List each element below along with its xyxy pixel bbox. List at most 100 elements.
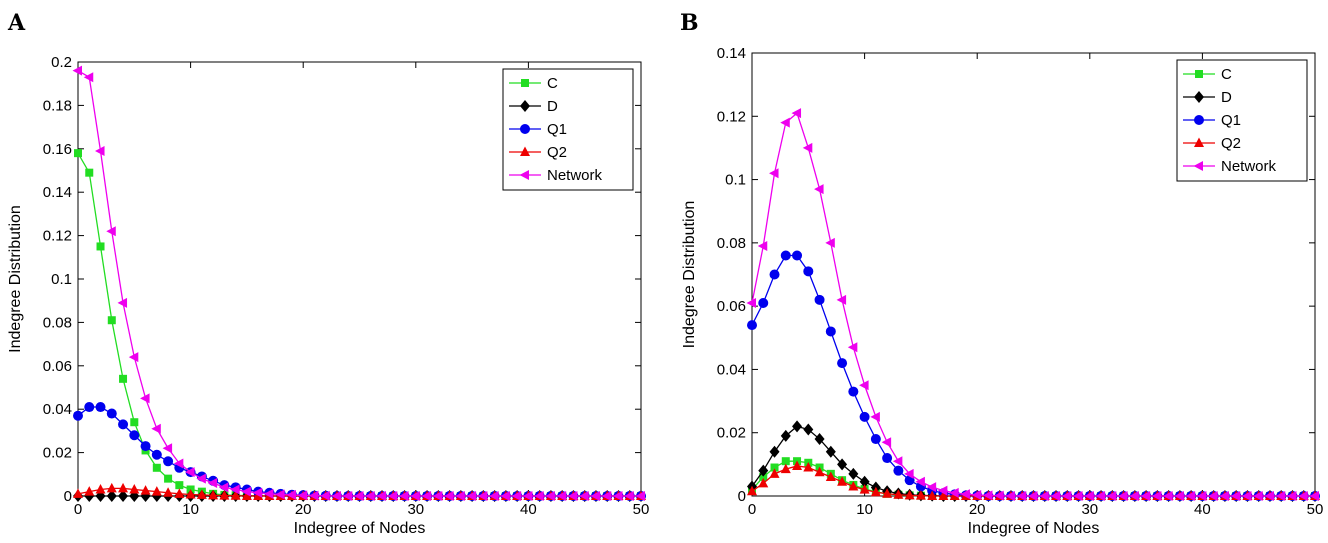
data-point-network	[455, 491, 465, 501]
y-tick-label: 0.14	[43, 184, 72, 201]
data-point-network	[1163, 491, 1173, 501]
data-point-network	[825, 237, 835, 248]
data-point-network	[870, 411, 880, 422]
data-point-network	[1286, 491, 1297, 501]
data-point-network	[1106, 491, 1117, 501]
data-point-network	[387, 491, 398, 501]
data-point-q1	[882, 453, 893, 464]
data-point-network	[1118, 491, 1128, 501]
data-point-network	[791, 108, 802, 119]
legend-label-network: Network	[547, 167, 603, 184]
data-point-q2	[118, 482, 129, 493]
panel-letter-a: A	[7, 10, 26, 36]
data-point-network	[432, 491, 443, 501]
data-point-network	[162, 443, 173, 454]
y-tick-label: 0.16	[43, 141, 72, 158]
data-point-q2	[859, 484, 870, 494]
data-point-network	[1005, 491, 1015, 501]
legend-label-d: D	[1221, 89, 1232, 106]
chart-panel-a: A 0 10 20 30 40 50 0 0.02 0.04 0.06 0.08 0.1 0.12 0.1…	[7, 10, 649, 537]
data-point-network	[590, 491, 600, 501]
data-point-q1	[769, 269, 780, 280]
data-point-network	[466, 491, 477, 501]
data-point-network	[769, 168, 779, 179]
data-point-network	[376, 491, 387, 501]
x-tick-label: 30	[1081, 501, 1098, 518]
data-point-q2	[927, 490, 938, 500]
data-point-network	[72, 65, 82, 76]
data-point-network	[1241, 491, 1252, 501]
y-tick-label: 0.14	[717, 45, 746, 62]
data-point-q1	[837, 358, 848, 369]
data-point-network	[1084, 491, 1094, 501]
y-tick-label: 0.1	[51, 271, 72, 288]
y-tick-label: 0	[738, 488, 746, 505]
data-point-network	[500, 491, 510, 501]
data-point-network	[241, 486, 251, 497]
data-point-d	[758, 464, 769, 477]
data-point-c	[96, 242, 105, 251]
data-point-q1	[803, 266, 814, 277]
data-point-q2	[140, 485, 151, 495]
data-point-network	[1275, 491, 1286, 501]
data-point-network	[836, 294, 847, 305]
data-point-network	[780, 117, 790, 128]
data-point-network	[1151, 491, 1162, 501]
data-point-network	[1309, 491, 1319, 501]
data-point-network	[342, 491, 353, 501]
y-tick-label: 0.06	[43, 358, 72, 375]
data-point-q2	[792, 460, 803, 470]
data-point-q2	[882, 488, 893, 498]
data-point-q1	[747, 320, 757, 331]
data-point-network	[185, 467, 195, 478]
data-point-network	[556, 491, 567, 501]
data-point-network	[522, 491, 533, 501]
y-tick-label: 0.04	[717, 361, 746, 378]
x-tick-label: 0	[74, 501, 82, 518]
data-point-network	[421, 491, 432, 501]
data-point-network	[106, 226, 116, 237]
data-point-q2	[915, 490, 926, 500]
data-point-d	[780, 429, 791, 442]
data-point-network	[545, 491, 555, 501]
legend-marker-network	[1193, 161, 1203, 171]
panel-letter-b: B	[680, 10, 699, 36]
data-point-network	[331, 491, 341, 501]
data-point-q2	[758, 477, 769, 488]
series-line-c	[77, 152, 641, 497]
y-tick-label: 0.08	[717, 235, 746, 252]
data-point-network	[746, 297, 756, 308]
data-point-q1	[118, 419, 129, 430]
data-point-network	[567, 491, 578, 501]
data-point-q2	[814, 466, 825, 477]
legend-label-q1: Q1	[1221, 112, 1241, 129]
data-point-network	[994, 490, 1004, 501]
y-tick-label: 0	[64, 488, 72, 505]
data-point-d	[859, 475, 870, 488]
legend-label-c: C	[1221, 66, 1232, 83]
data-point-q2	[837, 476, 848, 486]
data-point-q2	[129, 483, 140, 494]
data-point-network	[757, 241, 768, 252]
data-point-network	[1196, 491, 1207, 501]
data-point-network	[1208, 491, 1218, 501]
data-point-network	[207, 477, 218, 488]
data-point-q1	[106, 408, 117, 419]
data-point-c	[175, 481, 184, 490]
data-point-q2	[848, 481, 859, 491]
data-point-network	[904, 468, 914, 479]
data-point-q2	[904, 489, 915, 500]
data-point-q2	[185, 488, 196, 499]
x-tick-label: 30	[407, 501, 424, 518]
data-point-d	[792, 420, 803, 433]
y-tick-label: 0.1	[725, 172, 746, 189]
data-point-network	[881, 437, 892, 448]
data-point-network	[230, 484, 240, 495]
data-point-c	[770, 463, 779, 472]
x-tick-label: 10	[856, 501, 873, 518]
y-tick-label: 0.2	[51, 54, 72, 71]
data-point-c	[107, 316, 116, 325]
data-point-network	[802, 142, 813, 153]
x-axis-label: Indegree of Nodes	[968, 520, 1100, 537]
data-point-network	[1253, 491, 1263, 501]
